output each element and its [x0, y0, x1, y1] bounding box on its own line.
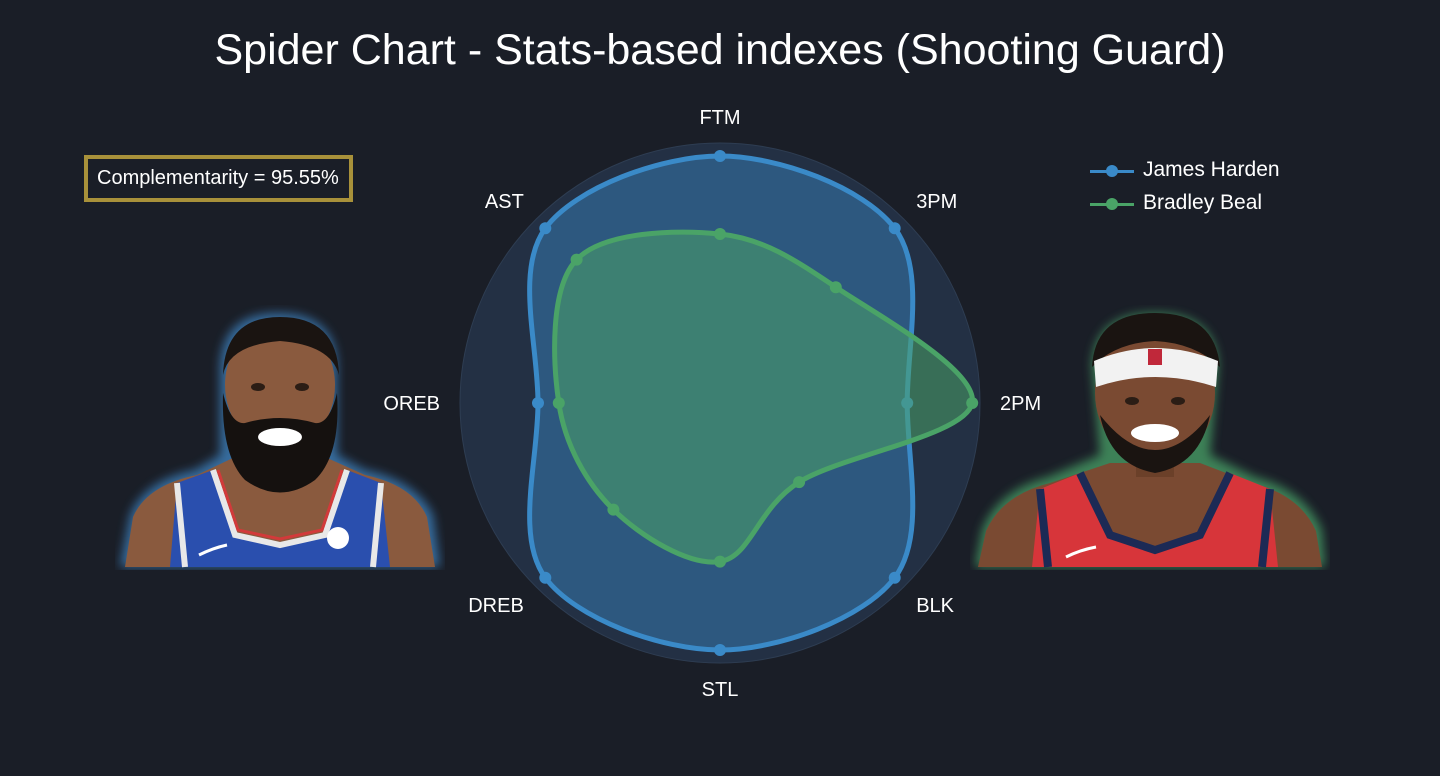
- axis-label-ast: AST: [485, 191, 524, 213]
- series-point-harden-dreb[interactable]: [539, 571, 552, 584]
- series-point-beal-ftm[interactable]: [714, 228, 726, 240]
- complementarity-box: Complementarity = 95.55%: [84, 155, 353, 202]
- legend-marker-beal: [1106, 198, 1118, 210]
- legend-marker-harden: [1106, 165, 1118, 177]
- series-point-beal-2pm[interactable]: [966, 397, 979, 409]
- series-point-beal-blk[interactable]: [793, 476, 806, 489]
- series-point-harden-blk[interactable]: [888, 571, 901, 584]
- chart-title: Spider Chart - Stats-based indexes (Shoo…: [214, 26, 1226, 74]
- series-point-beal-3pm[interactable]: [829, 281, 842, 294]
- series-point-beal-dreb[interactable]: [607, 503, 620, 516]
- legend-label-beal: Bradley Beal: [1143, 191, 1263, 214]
- axis-label-3pm: 3PM: [916, 191, 957, 213]
- series-point-harden-stl[interactable]: [714, 644, 726, 656]
- axis-label-dreb: DREB: [468, 595, 524, 617]
- series-point-harden-ast[interactable]: [539, 222, 552, 235]
- axis-label-ftm: FTM: [699, 107, 740, 129]
- axis-label-2pm: 2PM: [1000, 393, 1041, 415]
- axis-label-stl: STL: [702, 679, 739, 701]
- series-line-beal[interactable]: [552, 229, 975, 565]
- player-photo-beal: [975, 313, 1325, 568]
- series-point-harden-ftm[interactable]: [714, 150, 726, 162]
- series-point-beal-oreb[interactable]: [552, 397, 565, 409]
- series-point-beal-ast[interactable]: [570, 253, 583, 266]
- player-photo-harden: [120, 313, 440, 568]
- series-point-harden-3pm[interactable]: [888, 222, 901, 235]
- series-point-beal-stl[interactable]: [714, 555, 726, 568]
- axis-label-oreb: OREB: [383, 393, 440, 415]
- legend-label-harden: James Harden: [1143, 158, 1280, 181]
- axis-label-blk: BLK: [916, 595, 954, 617]
- series-point-harden-oreb[interactable]: [532, 397, 544, 409]
